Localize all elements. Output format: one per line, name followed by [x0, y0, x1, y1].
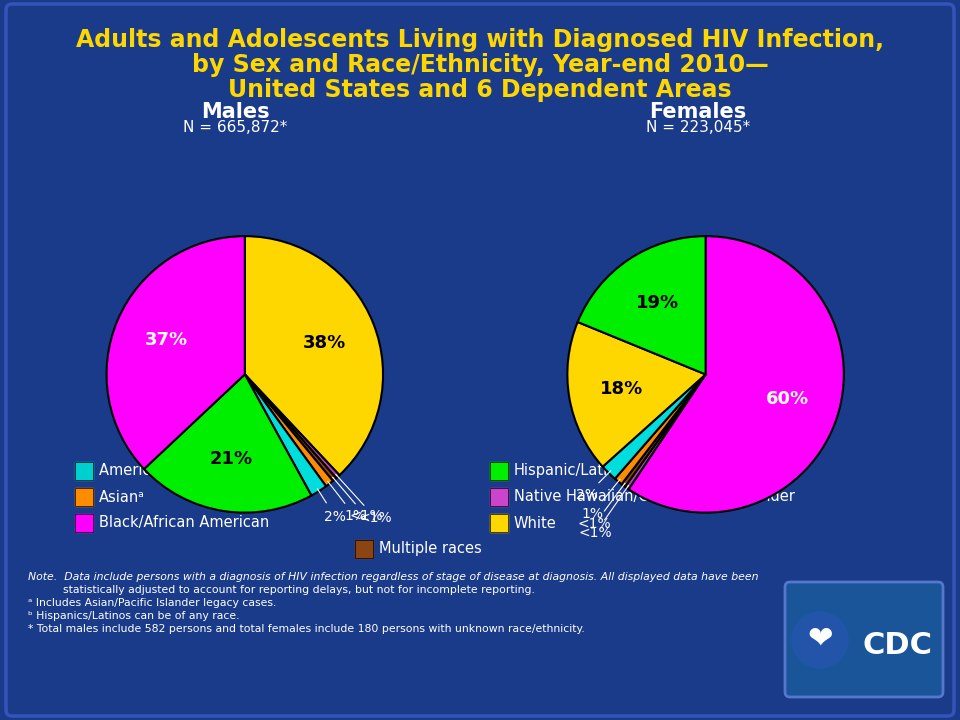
- Text: Multiple races: Multiple races: [379, 541, 482, 557]
- Text: 19%: 19%: [636, 294, 680, 312]
- Circle shape: [792, 612, 848, 668]
- Bar: [75, 462, 93, 480]
- Text: <1%: <1%: [578, 518, 612, 531]
- Bar: [75, 488, 93, 506]
- Text: ❤: ❤: [807, 626, 832, 654]
- Text: * Total males include 582 persons and total females include 180 persons with unk: * Total males include 582 persons and to…: [28, 624, 585, 634]
- Wedge shape: [107, 236, 245, 469]
- Bar: [75, 514, 93, 532]
- Wedge shape: [578, 236, 706, 374]
- Wedge shape: [144, 374, 311, 513]
- Text: 2%: 2%: [324, 510, 347, 523]
- Bar: [75, 462, 93, 480]
- Wedge shape: [621, 374, 706, 487]
- Text: 37%: 37%: [145, 331, 188, 349]
- Bar: [490, 462, 508, 480]
- Text: 1%: 1%: [344, 510, 366, 523]
- Text: Note.  Data include persons with a diagnosis of HIV infection regardless of stag: Note. Data include persons with a diagno…: [28, 572, 758, 582]
- Text: Males: Males: [201, 102, 270, 122]
- Wedge shape: [245, 374, 336, 481]
- Text: Females: Females: [649, 102, 747, 122]
- Bar: [490, 514, 508, 532]
- Wedge shape: [615, 374, 706, 484]
- Wedge shape: [625, 374, 706, 489]
- Text: 2%: 2%: [576, 487, 598, 502]
- Text: Black/African American: Black/African American: [99, 516, 269, 531]
- Text: White: White: [514, 516, 557, 531]
- Text: by Sex and Race/Ethnicity, Year-end 2010—: by Sex and Race/Ethnicity, Year-end 2010…: [192, 53, 768, 77]
- Text: <1%: <1%: [579, 526, 612, 541]
- Text: <1%: <1%: [358, 510, 392, 525]
- Text: 1%: 1%: [581, 507, 603, 521]
- Wedge shape: [629, 236, 844, 513]
- Bar: [75, 488, 93, 506]
- Bar: [490, 462, 508, 480]
- Text: ᵃ Includes Asian/Pacific Islander legacy cases.: ᵃ Includes Asian/Pacific Islander legacy…: [28, 598, 276, 608]
- Text: ᵇ Hispanics/Latinos can be of any race.: ᵇ Hispanics/Latinos can be of any race.: [28, 611, 239, 621]
- Text: Native Hawaiian/Other Pacific Islander: Native Hawaiian/Other Pacific Islander: [514, 490, 795, 505]
- Text: 21%: 21%: [210, 450, 252, 468]
- Text: statistically adjusted to account for reporting delays, but not for incomplete r: statistically adjusted to account for re…: [28, 585, 535, 595]
- Text: Asianᵃ: Asianᵃ: [99, 490, 145, 505]
- Text: CDC: CDC: [862, 631, 932, 660]
- Wedge shape: [245, 374, 340, 478]
- Text: United States and 6 Dependent Areas: United States and 6 Dependent Areas: [228, 78, 732, 102]
- Text: N = 665,872*: N = 665,872*: [182, 120, 287, 135]
- Text: N = 223,045*: N = 223,045*: [646, 120, 750, 135]
- Wedge shape: [245, 374, 333, 486]
- Bar: [490, 488, 508, 506]
- Text: Adults and Adolescents Living with Diagnosed HIV Infection,: Adults and Adolescents Living with Diagn…: [76, 28, 884, 52]
- Bar: [490, 514, 508, 532]
- Text: 38%: 38%: [302, 334, 347, 352]
- Text: <1%: <1%: [349, 509, 383, 523]
- Wedge shape: [603, 374, 706, 479]
- Bar: [490, 488, 508, 506]
- Bar: [355, 540, 373, 558]
- Bar: [75, 514, 93, 532]
- Bar: [355, 540, 373, 558]
- Wedge shape: [245, 236, 383, 475]
- Text: 18%: 18%: [599, 380, 643, 398]
- Wedge shape: [567, 322, 706, 467]
- Text: Hispanic/Latinoᵇ: Hispanic/Latinoᵇ: [514, 464, 633, 479]
- FancyBboxPatch shape: [6, 4, 954, 716]
- Wedge shape: [245, 374, 326, 495]
- FancyBboxPatch shape: [785, 582, 943, 697]
- Text: 60%: 60%: [766, 390, 809, 408]
- Text: American Indian/Alaska Native: American Indian/Alaska Native: [99, 464, 324, 479]
